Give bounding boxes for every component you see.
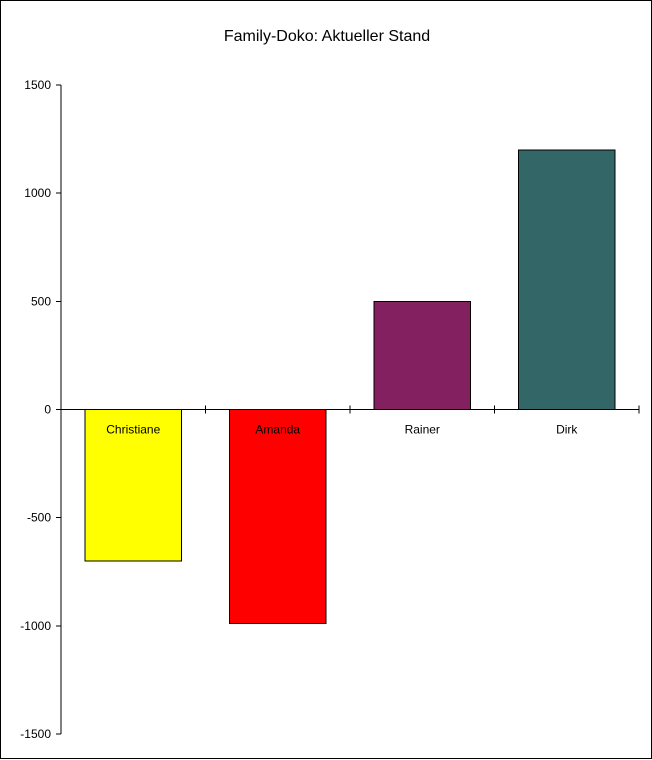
- category-labels: Christiane Amanda Rainer Dirk: [106, 423, 578, 437]
- y-tick-label: 500: [31, 294, 51, 308]
- bars: [84, 149, 616, 625]
- chart-title: Family-Doko: Aktueller Stand: [224, 28, 430, 45]
- y-tick-label: 1500: [24, 78, 51, 92]
- y-tick-label: -500: [27, 511, 51, 525]
- category-label: Amanda: [255, 423, 300, 437]
- y-tick-label: 1000: [24, 186, 51, 200]
- y-tick-label: -1000: [20, 619, 51, 633]
- y-tick-label: -1500: [20, 727, 51, 741]
- bar-rainer: [373, 300, 472, 411]
- bar-dirk: [517, 149, 616, 410]
- category-label: Rainer: [405, 423, 440, 437]
- y-tick-label: 0: [44, 403, 51, 417]
- category-label: Christiane: [106, 423, 160, 437]
- bar-amanda: [228, 409, 327, 625]
- category-label: Dirk: [556, 423, 578, 437]
- bar-christiane: [84, 409, 183, 562]
